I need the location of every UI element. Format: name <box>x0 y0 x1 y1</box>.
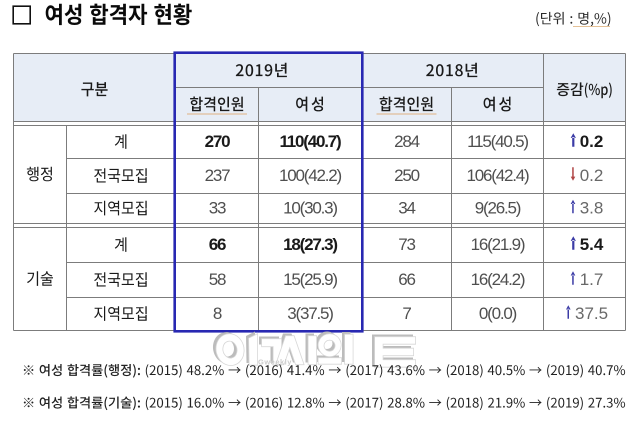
svg-text:Gweekly: Gweekly <box>258 358 292 367</box>
svg-text:66: 66 <box>209 235 226 254</box>
svg-text:237: 237 <box>205 166 231 185</box>
svg-text:10(30.3): 10(30.3) <box>283 198 337 217</box>
svg-text:16(21.9): 16(21.9) <box>471 235 525 254</box>
svg-text:0(0.0): 0(0.0) <box>479 304 517 323</box>
svg-text:115(40.5): 115(40.5) <box>467 132 528 151</box>
svg-text:5.4: 5.4 <box>580 235 604 254</box>
svg-text:100(42.2): 100(42.2) <box>279 166 342 185</box>
svg-text:7: 7 <box>402 304 411 323</box>
svg-text:58: 58 <box>209 270 226 289</box>
svg-text:3.8: 3.8 <box>580 198 604 217</box>
svg-text:37.5: 37.5 <box>575 304 608 323</box>
svg-text:0.2: 0.2 <box>580 132 604 151</box>
svg-text:73: 73 <box>398 235 415 254</box>
svg-text:16(24.2): 16(24.2) <box>471 270 525 289</box>
svg-text:34: 34 <box>398 198 415 217</box>
svg-text:284: 284 <box>394 132 420 151</box>
svg-text:8: 8 <box>213 304 222 323</box>
svg-text:18(27.3): 18(27.3) <box>283 235 337 254</box>
svg-text:0.2: 0.2 <box>580 166 604 185</box>
svg-text:33: 33 <box>209 198 226 217</box>
svg-text:110(40.7): 110(40.7) <box>279 132 341 151</box>
svg-text:3(37.5): 3(37.5) <box>287 304 333 323</box>
svg-text:270: 270 <box>205 132 231 151</box>
svg-text:15(25.9): 15(25.9) <box>283 270 337 289</box>
svg-text:66: 66 <box>398 270 415 289</box>
svg-text:9(26.5): 9(26.5) <box>475 198 521 217</box>
svg-text:1.7: 1.7 <box>580 270 604 289</box>
svg-text:250: 250 <box>394 166 420 185</box>
svg-text:106(42.4): 106(42.4) <box>467 166 530 185</box>
